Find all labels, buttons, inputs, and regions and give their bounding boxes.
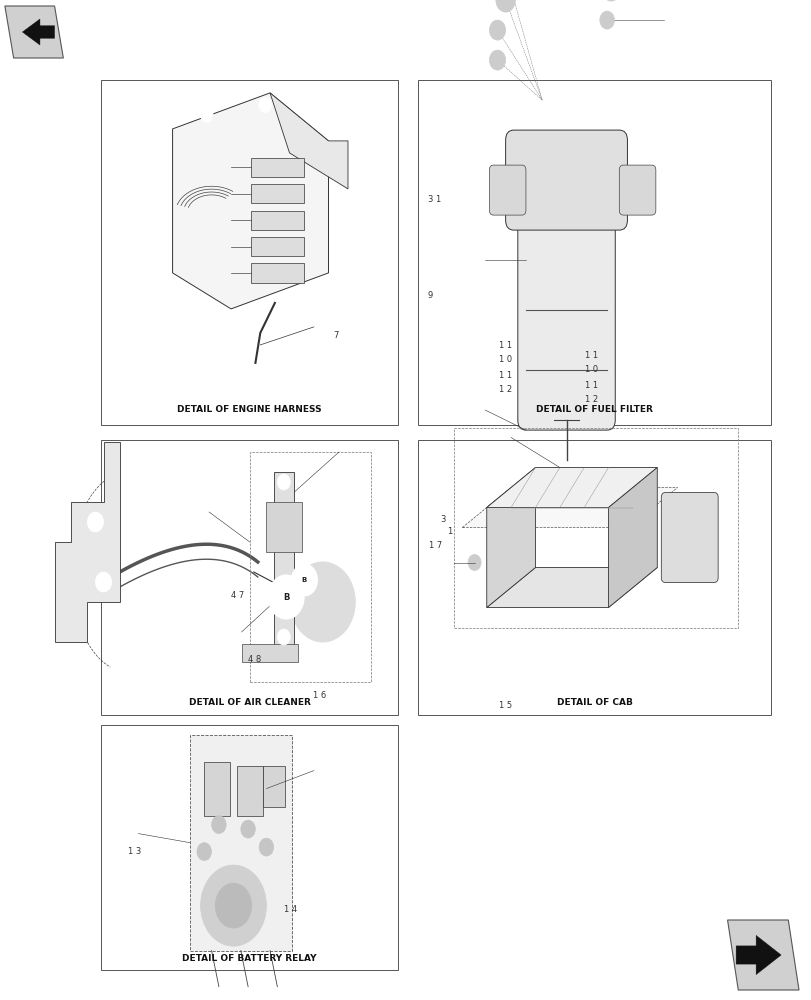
Bar — [242, 644, 298, 662]
Bar — [204, 762, 230, 816]
Text: 1 1: 1 1 — [584, 380, 597, 389]
Bar — [250, 452, 371, 682]
Circle shape — [489, 20, 505, 40]
Bar — [237, 766, 263, 816]
Polygon shape — [486, 568, 656, 608]
Text: 1 1: 1 1 — [584, 351, 597, 360]
Text: DETAIL OF AIR CLEANER: DETAIL OF AIR CLEANER — [188, 698, 311, 707]
Bar — [200, 753, 281, 888]
Polygon shape — [486, 468, 534, 608]
Circle shape — [200, 107, 212, 122]
Circle shape — [277, 474, 290, 490]
Text: 1 2: 1 2 — [499, 385, 512, 394]
Text: DETAIL OF CAB: DETAIL OF CAB — [556, 698, 632, 707]
Bar — [251, 237, 304, 256]
Bar — [418, 80, 770, 425]
FancyBboxPatch shape — [517, 190, 615, 430]
Text: DETAIL OF FUEL FILTER: DETAIL OF FUEL FILTER — [536, 405, 652, 414]
Bar — [101, 440, 397, 715]
Text: DETAIL OF BATTERY RELAY: DETAIL OF BATTERY RELAY — [182, 954, 316, 963]
Circle shape — [291, 564, 317, 596]
Circle shape — [259, 838, 273, 856]
Circle shape — [602, 0, 620, 1]
Text: 3 1: 3 1 — [427, 196, 440, 205]
Polygon shape — [5, 6, 63, 58]
FancyBboxPatch shape — [505, 130, 627, 230]
Circle shape — [599, 11, 614, 29]
Polygon shape — [270, 93, 348, 189]
Bar — [266, 502, 302, 552]
Bar — [251, 184, 304, 203]
FancyBboxPatch shape — [489, 165, 526, 215]
Text: 9: 9 — [427, 290, 432, 300]
Bar — [251, 211, 304, 230]
Bar — [263, 766, 285, 807]
Circle shape — [200, 865, 266, 946]
Circle shape — [95, 572, 111, 592]
Polygon shape — [173, 93, 328, 309]
Text: DETAIL OF ENGINE HARNESS: DETAIL OF ENGINE HARNESS — [177, 405, 322, 414]
Polygon shape — [736, 935, 780, 975]
Polygon shape — [23, 19, 54, 45]
Polygon shape — [486, 468, 656, 508]
Bar — [101, 80, 397, 425]
Bar — [101, 725, 397, 970]
Circle shape — [215, 883, 251, 928]
Text: 1 0: 1 0 — [584, 365, 597, 374]
Bar — [453, 428, 737, 628]
Polygon shape — [607, 468, 656, 608]
Text: 4 8: 4 8 — [247, 656, 260, 664]
Bar — [251, 263, 304, 283]
Circle shape — [277, 629, 290, 645]
Text: 7: 7 — [333, 330, 338, 340]
Text: 1 7: 1 7 — [428, 540, 441, 550]
Text: 1 5: 1 5 — [498, 700, 511, 710]
Circle shape — [467, 554, 480, 570]
Circle shape — [241, 820, 255, 838]
FancyBboxPatch shape — [660, 493, 717, 582]
FancyBboxPatch shape — [619, 165, 655, 215]
Circle shape — [268, 575, 303, 619]
Text: 4 7: 4 7 — [231, 590, 244, 599]
Text: 1 3: 1 3 — [128, 848, 141, 856]
Text: 1 2: 1 2 — [584, 395, 597, 404]
Polygon shape — [461, 488, 676, 528]
Circle shape — [88, 512, 104, 532]
Circle shape — [197, 843, 212, 861]
Bar — [418, 440, 770, 715]
Text: B: B — [283, 592, 289, 602]
Circle shape — [290, 562, 355, 642]
Circle shape — [259, 97, 271, 113]
Text: 1 0: 1 0 — [499, 356, 512, 364]
Bar — [190, 735, 292, 951]
Bar — [251, 158, 304, 177]
Text: B: B — [302, 577, 307, 583]
Text: 1 6: 1 6 — [312, 690, 325, 700]
Text: 3: 3 — [440, 516, 445, 524]
Circle shape — [212, 816, 226, 834]
Polygon shape — [55, 442, 119, 642]
Bar — [274, 472, 294, 652]
Text: 1: 1 — [446, 528, 451, 536]
Text: 1 4: 1 4 — [284, 906, 297, 914]
Circle shape — [496, 0, 515, 12]
Polygon shape — [727, 920, 798, 990]
Text: 1 1: 1 1 — [499, 370, 512, 379]
Circle shape — [489, 50, 505, 70]
Text: 1 1: 1 1 — [499, 340, 512, 350]
